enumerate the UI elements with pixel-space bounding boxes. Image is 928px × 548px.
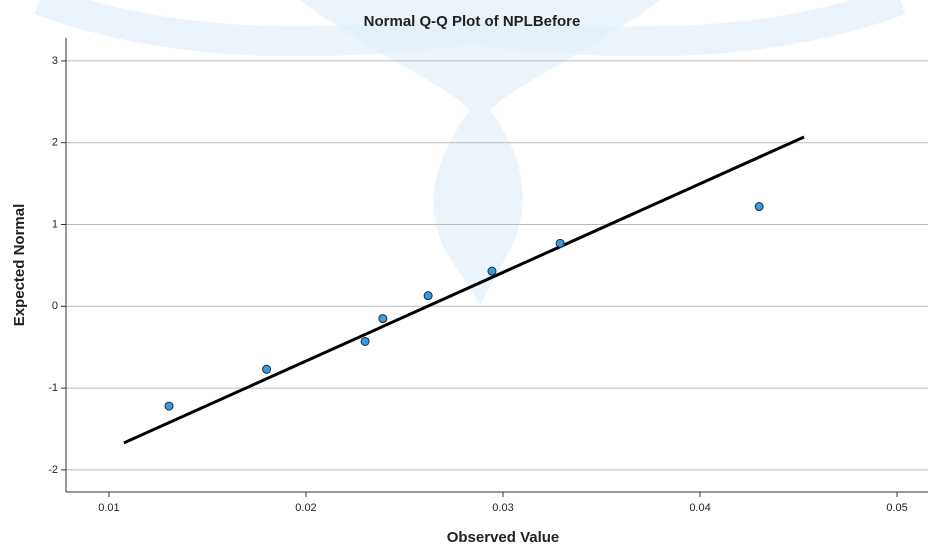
data-point	[556, 239, 564, 247]
x-tick-label: 0.02	[295, 502, 316, 514]
data-point	[361, 337, 369, 345]
chart: Normal Q-Q Plot of NPLBefore Observed Va…	[0, 0, 928, 548]
y-tick-label: 1	[52, 218, 58, 230]
y-tick-label: 0	[52, 300, 58, 312]
x-tick-label: 0.04	[689, 502, 710, 514]
page: {"chart_data": {"type": "scatter", "titl…	[0, 0, 928, 548]
x-tick-label: 0.05	[886, 502, 907, 514]
x-tick-label: 0.03	[492, 502, 513, 514]
y-tick-label: -1	[48, 382, 58, 394]
y-tick-label: -2	[48, 464, 58, 476]
x-tick-label: 0.01	[98, 502, 119, 514]
y-tick-label: 3	[52, 55, 58, 67]
data-point	[263, 365, 271, 373]
chart-title: Normal Q-Q Plot of NPLBefore	[364, 13, 581, 30]
data-point	[488, 267, 496, 275]
data-point	[755, 203, 763, 211]
data-point	[424, 292, 432, 300]
data-point	[165, 402, 173, 410]
data-point	[379, 315, 387, 323]
x-axis-label: Observed Value	[447, 529, 560, 546]
y-tick-label: 2	[52, 137, 58, 149]
y-axis-label: Expected Normal	[11, 204, 28, 327]
